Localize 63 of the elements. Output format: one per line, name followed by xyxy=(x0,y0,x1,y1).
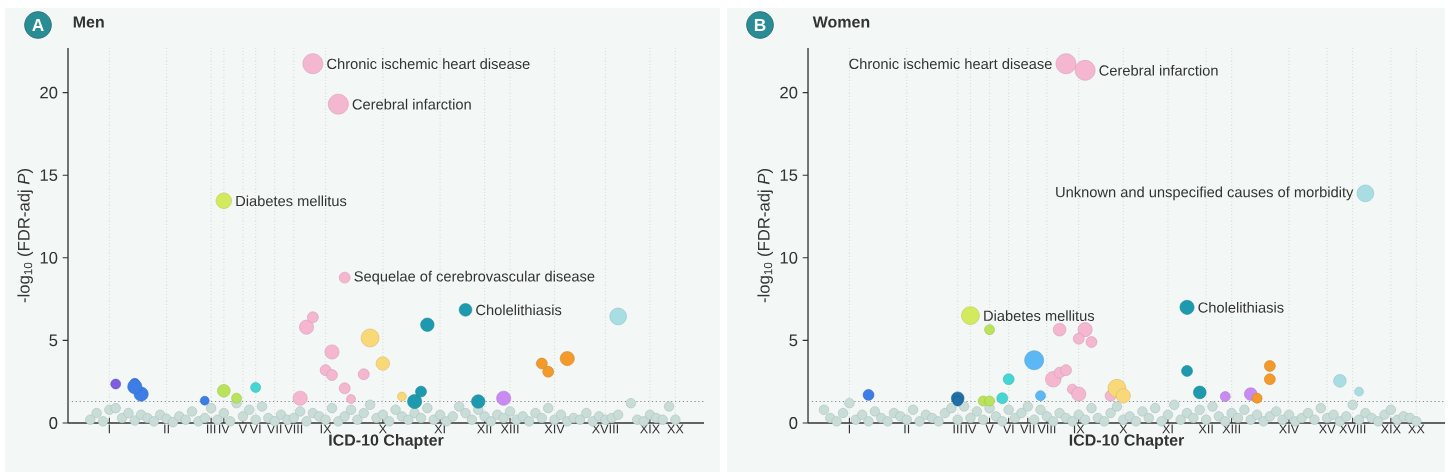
data-label: Chronic ischemic heart disease xyxy=(849,58,1052,70)
x-tick-label: III xyxy=(207,424,216,434)
data-label: Sequelae of cerebrovascular disease xyxy=(354,270,595,285)
x-tick-label: XX xyxy=(1408,424,1425,434)
x-tick-label: XVIII xyxy=(592,424,618,434)
x-tick-label: I xyxy=(848,424,850,434)
y-axis-title: -log$_{10}$ (FDR-adj P) xyxy=(757,169,773,303)
data-label: Chronic ischemic heart disease xyxy=(327,58,530,70)
y-tick-label: 10 xyxy=(40,251,58,264)
x-tick-label: II xyxy=(164,424,169,434)
y-tick-label: 20 xyxy=(780,86,798,99)
data-label: Diabetes mellitus xyxy=(984,310,1095,322)
data-label: Cerebral infarction xyxy=(352,98,471,110)
chart-title: Men xyxy=(73,16,104,28)
y-tick-label: 5 xyxy=(49,334,58,347)
x-tick-label: XIV xyxy=(544,424,565,434)
y-tick-label: 0 xyxy=(789,417,798,429)
y-tick-label: 10 xyxy=(780,251,798,264)
x-tick-label: XIV xyxy=(1279,424,1300,434)
data-label: Cerebral infarction xyxy=(1099,64,1218,76)
x-tick-label: V xyxy=(238,424,248,434)
x-tick-label: VI xyxy=(1002,424,1014,434)
y-tick-label: 5 xyxy=(789,334,798,347)
x-tick-label: XII xyxy=(1198,424,1213,434)
x-tick-label: XVIII xyxy=(1339,424,1366,434)
x-tick-label: VII xyxy=(267,424,282,434)
x-tick-label: XX xyxy=(667,424,684,434)
x-tick-label: X xyxy=(378,424,387,434)
x-tick-label: VI xyxy=(249,424,261,434)
data-label: Unknown and unspecified causes of morbidity xyxy=(1056,186,1354,201)
x-tick-label: XIII xyxy=(1222,424,1240,434)
x-tick-label: VII xyxy=(1020,424,1035,434)
x-tick-label: III xyxy=(953,424,962,434)
data-label: Cholelithiasis xyxy=(1198,301,1284,313)
chart-title: Women xyxy=(812,16,870,28)
y-axis-title: -log$_{10}$ (FDR-adj P) xyxy=(17,169,33,303)
text: B xyxy=(754,19,766,31)
data-label: Diabetes mellitus xyxy=(236,195,347,207)
x-tick-label: IV xyxy=(219,424,230,434)
x-tick-label: I xyxy=(108,424,110,434)
data-label: Cholelithiasis xyxy=(476,304,562,316)
x-tick-label: XIII xyxy=(500,424,519,434)
x-axis-title: ICD-10 Chapter xyxy=(1069,434,1185,449)
y-tick-label: 15 xyxy=(40,169,58,182)
x-tick-label: XI xyxy=(1162,424,1173,434)
y-tick-label: 15 xyxy=(780,169,798,182)
x-tick-label: XI xyxy=(434,424,445,434)
x-tick-label: XII xyxy=(477,424,492,434)
x-tick-label: VIII xyxy=(284,424,303,434)
x-tick-label: VIII xyxy=(1037,424,1056,434)
x-tick-label: XV xyxy=(1319,424,1336,434)
x-tick-label: IV xyxy=(965,424,977,434)
text: A xyxy=(32,19,44,31)
x-tick-label: X xyxy=(1119,424,1128,434)
y-tick-label: 0 xyxy=(49,417,58,429)
x-tick-label: II xyxy=(904,424,910,434)
x-tick-label: XIX xyxy=(1380,424,1401,434)
x-tick-label: IX xyxy=(320,424,332,434)
x-tick-label: IX xyxy=(1073,424,1085,434)
x-axis-title: ICD-10 Chapter xyxy=(329,434,444,449)
y-tick-label: 20 xyxy=(40,86,58,99)
x-tick-label: V xyxy=(985,424,994,434)
x-tick-label: XIX xyxy=(640,424,660,434)
